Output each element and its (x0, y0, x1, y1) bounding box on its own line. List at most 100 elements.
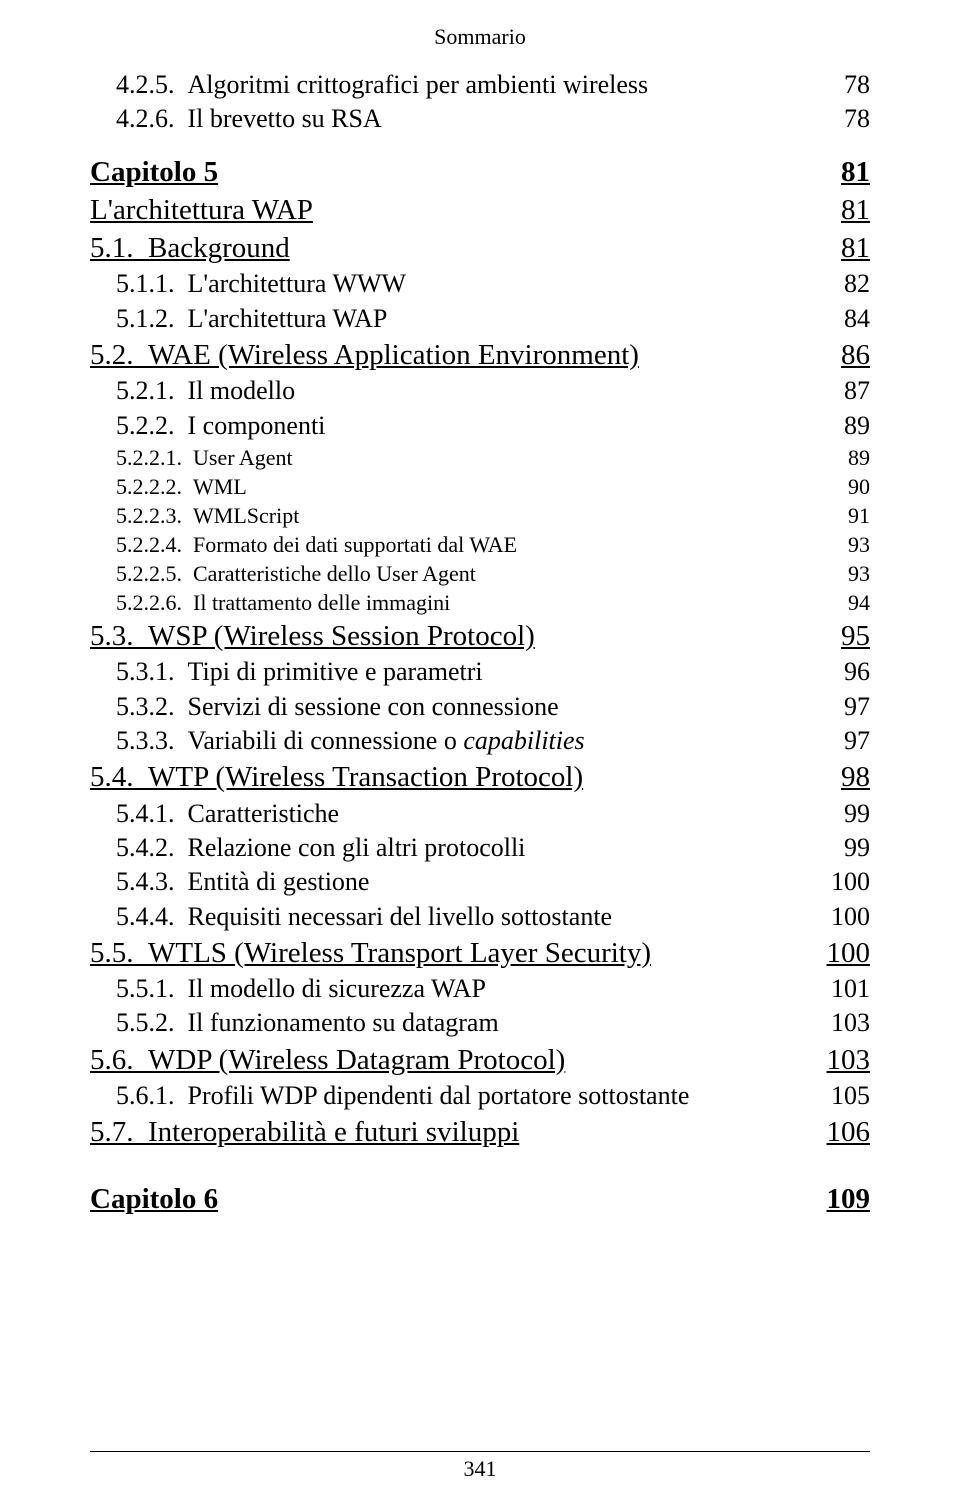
toc-entry-page: 94 (810, 588, 870, 617)
toc-entry-page: 81 (810, 191, 870, 229)
toc-entry-title-text: 5.6.1. Profili WDP dipendenti dal portat… (116, 1081, 689, 1110)
toc-entry-title-text: 5.2.1. Il modello (116, 376, 295, 405)
toc-entry-title-text: 5.3.2. Servizi di sessione con connessio… (116, 692, 559, 721)
toc-entry-title: 5.1.1. L'architettura WWW (90, 267, 810, 301)
toc-entry-title: 5.2. WAE (Wireless Application Environme… (90, 336, 810, 374)
toc-entry: 5.4.4. Requisiti necessari del livello s… (90, 900, 870, 934)
toc-entry: Capitolo 5 81 (90, 153, 870, 191)
toc-entry: 5.2.2.6. Il trattamento delle immagini 94 (90, 588, 870, 617)
toc-entry-title: 5.4.4. Requisiti necessari del livello s… (90, 900, 810, 934)
toc-entry: 5.4.3. Entità di gestione100 (90, 865, 870, 899)
toc-entry-title-text: 5.2.2.6. Il trattamento delle immagini (116, 590, 450, 615)
toc-entry-title-text: L'architettura WAP (90, 194, 313, 226)
toc-entry-title-text: 4.2.6. Il brevetto su RSA (116, 104, 382, 133)
toc-entry-title: 5.6.1. Profili WDP dipendenti dal portat… (90, 1079, 810, 1113)
toc-entry-page: 93 (810, 530, 870, 559)
toc-entry: 5.2.1. Il modello87 (90, 374, 870, 408)
toc-entry-title: 5.2.2.5. Caratteristiche dello User Agen… (90, 559, 810, 588)
toc-entry: 5.4.1. Caratteristiche 99 (90, 797, 870, 831)
toc-entry-title-text: 5.5.1. Il modello di sicurezza WAP (116, 974, 486, 1003)
toc-entry-page: 91 (810, 501, 870, 530)
toc-entry-text-part: Variabili di connessione o (188, 726, 464, 755)
toc-entry-title-text: 5.4.1. Caratteristiche (116, 799, 339, 828)
toc-entry-page: 95 (810, 617, 870, 655)
toc-entry: L'architettura WAP 81 (90, 191, 870, 229)
toc-entry-page: 106 (810, 1113, 870, 1151)
toc-entry-title: 4.2.6. Il brevetto su RSA (90, 102, 810, 136)
page-footer: 341 (90, 1451, 870, 1482)
toc-entry-title-text: 5.4.4. Requisiti necessari del livello s… (116, 902, 612, 931)
toc-entry-page: 105 (810, 1079, 870, 1113)
toc-entry: 5.2.2.1. User Agent 89 (90, 443, 870, 472)
toc-entry: 5.2.2.4. Formato dei dati supportati dal… (90, 530, 870, 559)
toc-entry-title-text: 5.1.1. L'architettura WWW (116, 269, 406, 298)
toc-entry-page: 99 (810, 831, 870, 865)
toc-entry-page: 96 (810, 655, 870, 689)
toc-entry: 5.2.2. I componenti 89 (90, 409, 870, 443)
toc-entry: 5.5.1. Il modello di sicurezza WAP 101 (90, 972, 870, 1006)
toc-entry-page: 81 (810, 153, 870, 191)
toc-entry-page: 86 (810, 336, 870, 374)
toc-entry-page: 101 (810, 972, 870, 1006)
page-number: 341 (90, 1456, 870, 1482)
toc-entry-page: 78 (810, 68, 870, 102)
toc-entry-page: 89 (810, 443, 870, 472)
toc-entry-title-text: 5.7. Interoperabilità e futuri sviluppi (90, 1116, 519, 1148)
toc-entry-page: 103 (810, 1041, 870, 1079)
toc-entry: 5.1.2. L'architettura WAP84 (90, 302, 870, 336)
toc-entry-title-text: 5.2.2. I componenti (116, 411, 325, 440)
spacer (90, 137, 870, 153)
toc-entry-title-text: 5.2. WAE (Wireless Application Environme… (90, 339, 639, 371)
toc-entry-page: 100 (810, 900, 870, 934)
toc-entry-title: 5.3.2. Servizi di sessione con connessio… (90, 690, 810, 724)
toc-entry-title: 4.2.5. Algoritmi crittografici per ambie… (90, 68, 810, 102)
toc-entry-page: 81 (810, 229, 870, 267)
running-header: Sommario (90, 24, 870, 50)
toc-entry-page: 100 (810, 865, 870, 899)
toc-entry-title-text: 5.6. WDP (Wireless Datagram Protocol) (90, 1044, 565, 1076)
toc-entry-page: 90 (810, 472, 870, 501)
toc-entry-page: 98 (810, 758, 870, 796)
toc-entry-title-text: 5.5. WTLS (Wireless Transport Layer Secu… (90, 937, 651, 969)
toc-entry: 5.2.2.2. WML90 (90, 472, 870, 501)
footer-rule (90, 1451, 870, 1452)
toc-entry-title: 5.3. WSP (Wireless Session Protocol) (90, 617, 810, 655)
toc-entry: Capitolo 6109 (90, 1180, 870, 1218)
toc-entry-title-text: 5.3.1. Tipi di primitive e parametri (116, 657, 483, 686)
toc-entry-title-text: 5.3.3. Variabili di connessione o capabi… (116, 726, 585, 755)
toc-entry: 4.2.6. Il brevetto su RSA78 (90, 102, 870, 136)
spacer (90, 1152, 870, 1180)
toc-entry: 5.2.2.3. WMLScript91 (90, 501, 870, 530)
toc-entry: 5.6.1. Profili WDP dipendenti dal portat… (90, 1079, 870, 1113)
toc-entry: 5.2. WAE (Wireless Application Environme… (90, 336, 870, 374)
toc-entry-title-text: 5.2.2.4. Formato dei dati supportati dal… (116, 532, 517, 557)
toc-entry-title: L'architettura WAP (90, 191, 810, 229)
toc-entry-title: 5.2.1. Il modello (90, 374, 810, 408)
toc-entry-page: 89 (810, 409, 870, 443)
toc-entry-page: 99 (810, 797, 870, 831)
toc-entry-title: 5.6. WDP (Wireless Datagram Protocol) (90, 1041, 810, 1079)
toc-entry-title: 5.1.2. L'architettura WAP (90, 302, 810, 336)
toc-entry-title: 5.2.2.6. Il trattamento delle immagini (90, 588, 810, 617)
toc-entry-title-text: Capitolo 5 (90, 156, 218, 188)
page: Sommario 4.2.5. Algoritmi crittografici … (0, 0, 960, 1508)
toc-entry-title-text: 5.2.2.1. User Agent (116, 445, 293, 470)
toc-entry: 5.7. Interoperabilità e futuri sviluppi 1… (90, 1113, 870, 1151)
toc-entry: 5.2.2.5. Caratteristiche dello User Agen… (90, 559, 870, 588)
toc-entry-page: 100 (810, 934, 870, 972)
toc-entry-title-text: 5.4. WTP (Wireless Transaction Protocol) (90, 761, 583, 793)
toc-entry-title-text: 5.1. Background (90, 232, 290, 264)
toc-entry: 5.1. Background 81 (90, 229, 870, 267)
toc-entry-title: 5.2.2.4. Formato dei dati supportati dal… (90, 530, 810, 559)
toc-entry-title: 5.2.2. I componenti (90, 409, 810, 443)
toc-entry-page: 97 (810, 690, 870, 724)
toc-entry-page: 84 (810, 302, 870, 336)
toc-entry: 5.3.1. Tipi di primitive e parametri 96 (90, 655, 870, 689)
toc-entry-title: 5.3.1. Tipi di primitive e parametri (90, 655, 810, 689)
toc-entry-title: Capitolo 5 (90, 153, 810, 191)
toc-entry: 5.3.3. Variabili di connessione o capabi… (90, 724, 870, 758)
toc-entry-title: 5.5. WTLS (Wireless Transport Layer Secu… (90, 934, 810, 972)
toc-entry-title-text: Capitolo 6 (90, 1183, 218, 1215)
toc-entry-title-text: 5.3. WSP (Wireless Session Protocol) (90, 620, 535, 652)
toc-entry-title: 5.2.2.2. WML (90, 472, 810, 501)
